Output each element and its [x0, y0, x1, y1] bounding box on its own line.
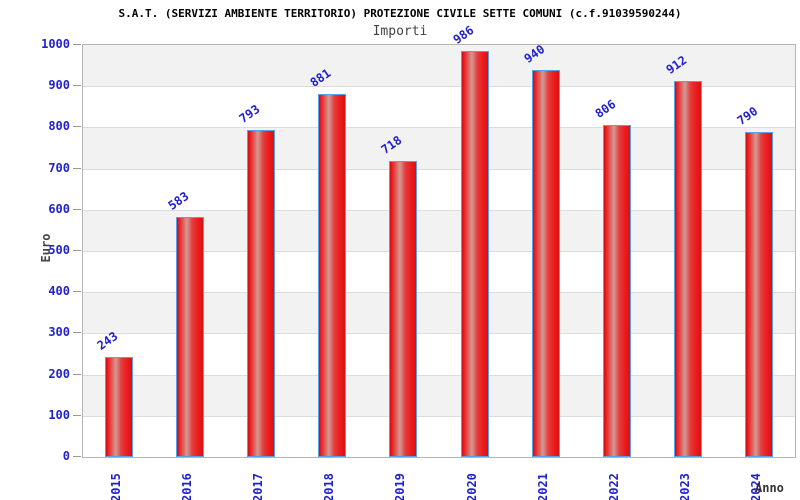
y-tick-label: 400 — [48, 284, 70, 299]
y-tick-label: 0 — [62, 449, 70, 463]
y-tick-label: 700 — [48, 160, 70, 175]
gridline — [83, 127, 795, 129]
y-tick-mark — [73, 332, 81, 334]
x-category-label: 2017 — [251, 473, 265, 500]
chart-subtitle: Importi — [372, 24, 428, 39]
y-tick-label: 800 — [48, 119, 70, 134]
y-tick-mark — [73, 126, 81, 128]
gridline — [83, 209, 795, 211]
y-tick-mark — [73, 291, 81, 293]
y-tick-label: 1000 — [41, 37, 70, 51]
x-category-label: 2016 — [179, 473, 194, 500]
bar-2021 — [531, 69, 560, 457]
gridline — [83, 168, 795, 170]
y-axis-title: Euro — [39, 233, 53, 263]
bar-2020 — [460, 50, 489, 457]
y-tick-mark — [73, 167, 81, 169]
gridline — [83, 251, 795, 252]
x-category-label: 2018 — [322, 473, 337, 500]
y-tick-mark — [73, 208, 81, 210]
x-category-label: 2019 — [393, 473, 408, 500]
bar-2017 — [247, 130, 275, 457]
y-tick-mark — [73, 250, 81, 251]
bar-2016 — [175, 216, 204, 457]
bar-2024 — [745, 131, 774, 457]
x-category-label: 2020 — [464, 473, 479, 500]
y-tick-mark — [73, 414, 81, 416]
bar-2023 — [674, 81, 703, 457]
x-axis-title: Anno — [755, 481, 784, 495]
plot-area: 243 583 793 881 718 986 940 806 912 790 — [82, 23, 796, 458]
y-tick-mark — [73, 44, 81, 45]
x-category-label: 2021 — [535, 473, 550, 500]
y-tick-label: 500 — [48, 243, 70, 257]
gridline — [83, 292, 795, 294]
bar-2019 — [389, 161, 418, 457]
chart-title: S.A.T. (SERVIZI AMBIENTE TERRITORIO) PRO… — [118, 7, 682, 20]
y-tick-mark — [73, 456, 81, 457]
bar-2015 — [104, 356, 133, 457]
y-tick-label: 200 — [48, 366, 70, 381]
y-tick-label: 600 — [48, 201, 70, 216]
gridline — [83, 415, 795, 417]
y-tick-label: 900 — [48, 78, 70, 93]
y-tick-mark — [73, 85, 81, 87]
x-category-label: 2015 — [108, 473, 123, 500]
x-category-label: 2022 — [607, 473, 621, 500]
gridline — [83, 374, 795, 376]
y-tick-mark — [73, 373, 81, 375]
plot-band — [83, 45, 795, 87]
gridline — [83, 86, 795, 88]
bar-2018 — [318, 94, 347, 457]
y-tick-label: 100 — [48, 407, 70, 422]
bar-2022 — [603, 124, 631, 457]
x-category-label: 2023 — [678, 473, 693, 500]
gridline — [83, 333, 795, 335]
y-tick-label: 300 — [48, 325, 70, 340]
